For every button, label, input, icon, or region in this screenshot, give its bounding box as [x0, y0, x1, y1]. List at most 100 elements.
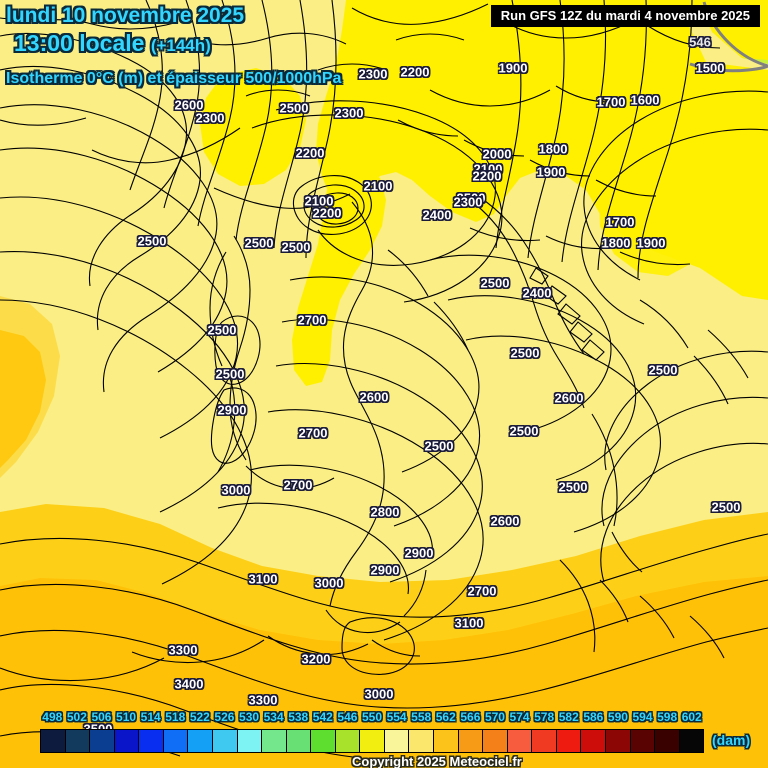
contour-label: 2600: [359, 389, 389, 405]
color-swatch[interactable]: [605, 730, 631, 752]
color-swatch[interactable]: [212, 730, 238, 752]
color-swatch[interactable]: [458, 730, 484, 752]
contour-label: 2300: [195, 110, 225, 126]
color-swatch[interactable]: [434, 730, 459, 752]
color-swatch[interactable]: [507, 730, 533, 752]
contour-label: 3000: [314, 575, 344, 591]
contour-label: 1700: [596, 94, 626, 110]
contour-label: 1500: [695, 60, 725, 76]
contour-label: 2500: [510, 345, 540, 361]
forecast-time-label: 13:00 locale (+144h): [14, 30, 211, 57]
legend-unit-label: (dam): [712, 732, 751, 748]
contour-label: 2700: [467, 583, 497, 599]
color-swatch[interactable]: [360, 730, 385, 752]
forecast-date-label: lundi 10 novembre 2025: [6, 4, 245, 27]
color-swatch[interactable]: [311, 730, 336, 752]
color-swatch[interactable]: [409, 730, 434, 752]
contour-label: 2600: [490, 513, 520, 529]
color-bar[interactable]: [40, 729, 704, 753]
color-swatch[interactable]: [114, 730, 140, 752]
color-scale-legend: 498 502 506 510 514 518 522 526 530 534 538 542 546 5…: [0, 710, 768, 768]
color-swatch[interactable]: [139, 730, 164, 752]
color-swatch[interactable]: [384, 730, 410, 752]
contour-label: 2300: [334, 105, 364, 121]
forecast-time-text: 13:00 locale: [14, 30, 145, 56]
contour-label: 2100: [473, 161, 503, 177]
contour-label: 2100: [363, 178, 393, 194]
color-swatch[interactable]: [679, 730, 704, 752]
color-swatch[interactable]: [163, 730, 189, 752]
contour-label: 3000: [221, 482, 251, 498]
contour-label: 2500: [480, 275, 510, 291]
contour-label: 1700: [605, 214, 635, 230]
color-swatch[interactable]: [65, 730, 91, 752]
forecast-lead-time: (+144h): [150, 36, 211, 55]
legend-tick: 502: [66, 710, 87, 724]
contour-label: 2600: [174, 97, 204, 113]
legend-tick: 574: [509, 710, 530, 724]
contour-label: 2500: [244, 235, 274, 251]
legend-tick: 578: [534, 710, 555, 724]
contour-label: 2000: [482, 146, 512, 162]
contour-label: 3000: [364, 686, 394, 702]
contour-label: 2500: [424, 438, 454, 454]
contour-label: 2700: [298, 425, 328, 441]
contour-label: 2500: [558, 479, 588, 495]
color-swatch[interactable]: [286, 730, 312, 752]
legend-tick: 514: [140, 710, 161, 724]
legend-tick: 602: [681, 710, 702, 724]
contour-label: 546: [689, 34, 711, 50]
legend-tick-labels: 498 502 506 510 514 518 522 526 530 534 538 542 546 5…: [0, 710, 768, 728]
color-swatch[interactable]: [581, 730, 606, 752]
legend-tick: 506: [91, 710, 112, 724]
color-swatch[interactable]: [237, 730, 263, 752]
thickness-band-bright-yellow-4: [598, 170, 706, 276]
contour-label: 2500: [648, 362, 678, 378]
legend-tick: 562: [435, 710, 456, 724]
contour-label: 2500: [215, 366, 245, 382]
color-swatch[interactable]: [90, 730, 115, 752]
legend-tick: 598: [657, 710, 678, 724]
legend-tick: 534: [263, 710, 284, 724]
contour-label: 1600: [630, 92, 660, 108]
contour-label: 2900: [370, 562, 400, 578]
copyright-label: Copyright 2025 Meteociel.fr: [352, 754, 522, 768]
color-swatch[interactable]: [655, 730, 680, 752]
legend-tick: 550: [361, 710, 383, 724]
contour-label: 2300: [358, 66, 388, 82]
color-swatch[interactable]: [630, 730, 656, 752]
contour-label: 2200: [400, 64, 430, 80]
legend-tick: 582: [558, 710, 579, 724]
contour-label: 2500: [137, 233, 167, 249]
legend-tick: 570: [484, 710, 505, 724]
contour-label: 2400: [422, 207, 452, 223]
color-swatch[interactable]: [41, 730, 66, 752]
color-swatch[interactable]: [188, 730, 213, 752]
contour-label: 3400: [174, 676, 204, 692]
contour-label: 2500: [281, 239, 311, 255]
contour-label: 2800: [370, 504, 400, 520]
legend-tick: 526: [214, 710, 235, 724]
legend-tick: 554: [386, 710, 407, 724]
contour-label: 1800: [538, 141, 568, 157]
color-swatch[interactable]: [556, 730, 582, 752]
color-swatch[interactable]: [532, 730, 557, 752]
thickness-band-gold-left: [0, 296, 60, 478]
contour-label: 3100: [248, 571, 278, 587]
thickness-band-bright-yellow-2: [200, 68, 306, 186]
legend-tick: 590: [607, 710, 628, 724]
legend-tick: 566: [460, 710, 481, 724]
contour-label: 2500: [207, 322, 237, 338]
contour-label: 2200: [472, 168, 502, 184]
contour-label: 2400: [522, 285, 552, 301]
legend-tick: 542: [312, 710, 333, 724]
legend-tick: 498: [42, 710, 63, 724]
contour-label: 3100: [454, 615, 484, 631]
color-swatch[interactable]: [335, 730, 361, 752]
color-swatch[interactable]: [262, 730, 287, 752]
color-swatch[interactable]: [483, 730, 508, 752]
contour-label: 2900: [404, 545, 434, 561]
contour-label: 1800: [601, 235, 631, 251]
